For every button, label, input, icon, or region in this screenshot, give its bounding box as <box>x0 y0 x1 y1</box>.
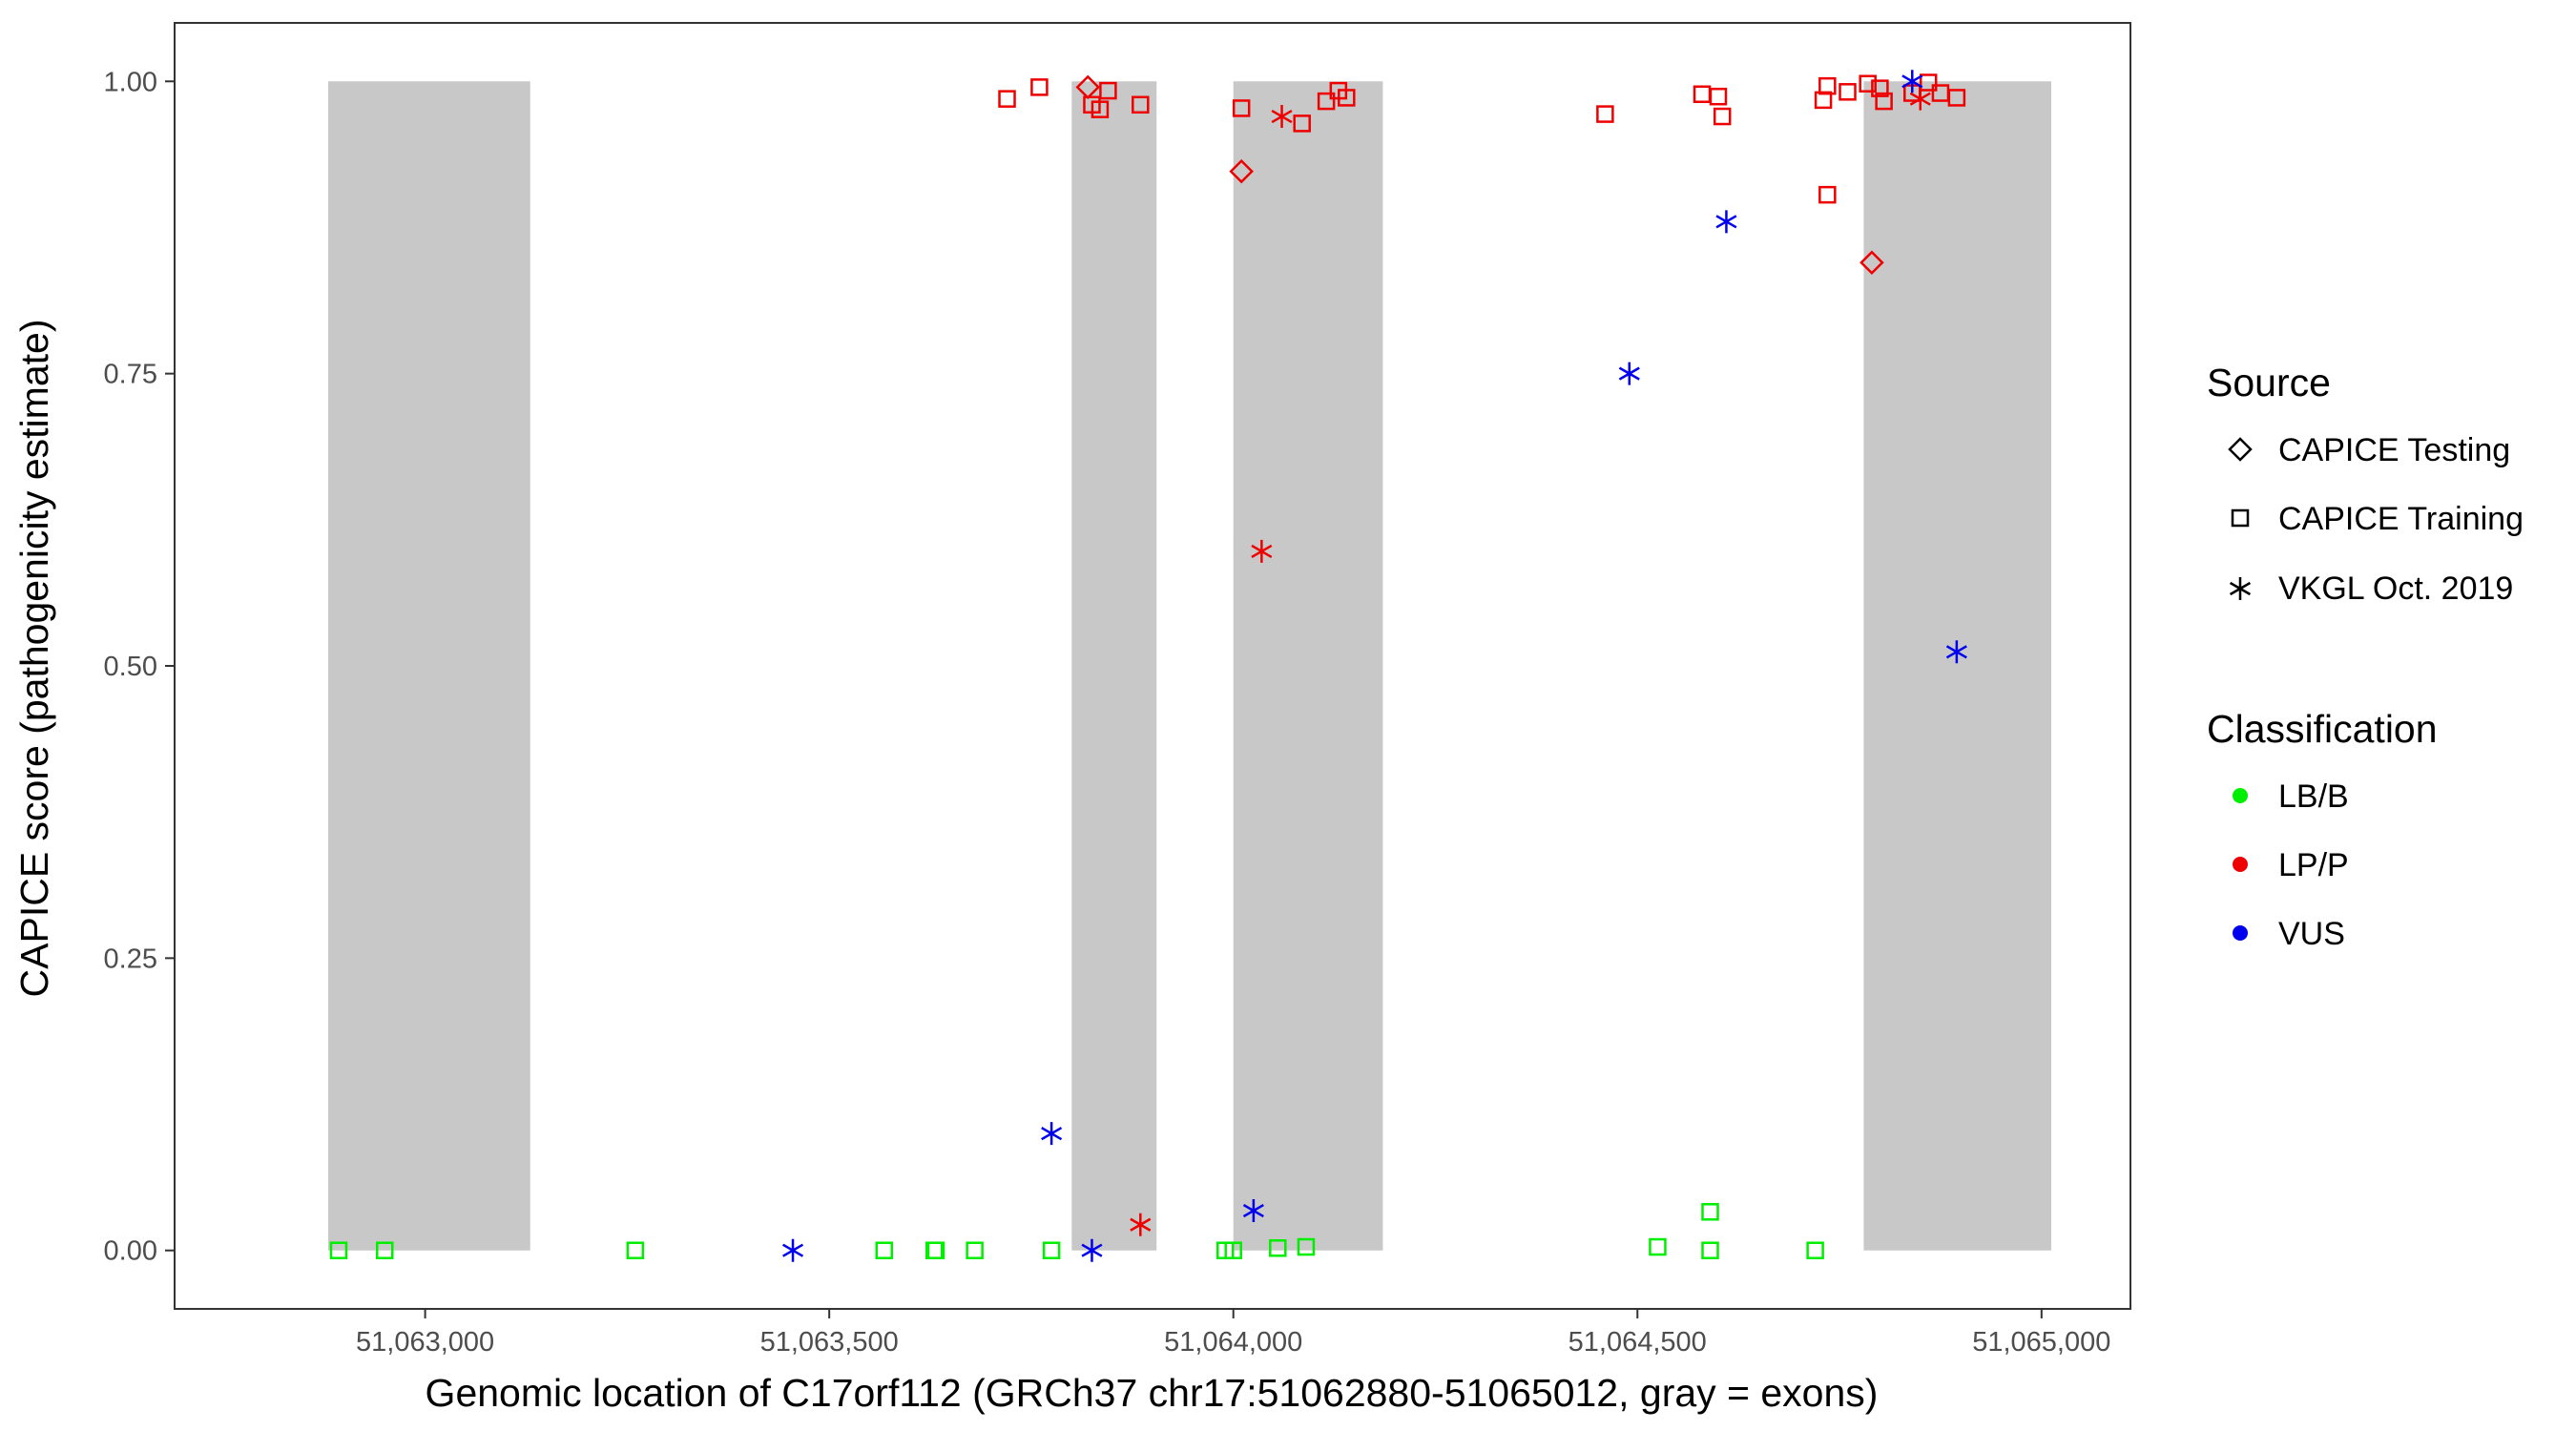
legend-classification-title: Classification <box>2207 707 2438 751</box>
legend-label: VKGL Oct. 2019 <box>2278 570 2513 607</box>
legend-source: Source CAPICE Testing CAPICE Training VK… <box>2207 361 2524 607</box>
asterisk-icon <box>2229 577 2252 600</box>
square-point <box>1596 105 1614 123</box>
legend-item-capice-training: CAPICE Training <box>2231 501 2524 537</box>
x-axis-title: Genomic location of C17orf112 (GRCh37 ch… <box>426 1371 1879 1415</box>
asterisk-point <box>1909 87 1931 111</box>
square-point <box>1839 83 1857 101</box>
square-icon <box>2231 508 2250 528</box>
square-point <box>1042 1241 1061 1259</box>
square-point <box>1649 1237 1667 1256</box>
square-point <box>1091 100 1110 118</box>
x-tick-label: 51,064,000 <box>1164 1327 1302 1358</box>
legend-label: LP/P <box>2278 847 2349 883</box>
asterisk-point <box>1081 1238 1103 1262</box>
square-point <box>1269 1239 1287 1257</box>
exon-band <box>1863 81 2051 1251</box>
square-point <box>1232 99 1251 117</box>
asterisk-point <box>782 1238 804 1262</box>
square-point <box>1030 78 1049 96</box>
square-point <box>1709 87 1728 106</box>
square-point <box>1224 1241 1242 1259</box>
x-tick-label: 51,064,500 <box>1568 1327 1707 1358</box>
legend-label: LB/B <box>2278 778 2349 815</box>
square-point <box>1713 107 1732 126</box>
square-point <box>1806 1241 1824 1259</box>
square-point <box>1099 81 1117 100</box>
y-tick-label: 0.25 <box>104 944 157 974</box>
asterisk-point <box>1715 210 1737 234</box>
diamond-icon <box>2228 437 2253 462</box>
exon-band <box>1233 81 1383 1251</box>
legend-item-vkgl: VKGL Oct. 2019 <box>2229 570 2513 607</box>
dot-icon <box>2233 925 2248 941</box>
y-tick-label: 0.75 <box>104 360 157 390</box>
x-tick-label: 51,065,000 <box>1972 1327 2110 1358</box>
asterisk-point <box>1041 1122 1063 1146</box>
diamond-point <box>1229 158 1254 184</box>
square-point <box>1818 185 1837 204</box>
square-point <box>1701 1241 1719 1259</box>
asterisk-point <box>1251 539 1273 563</box>
square-point <box>1338 89 1356 107</box>
diamond-point <box>1859 250 1884 275</box>
x-tick-label: 51,063,000 <box>356 1327 494 1358</box>
legend-item-capice-testing: CAPICE Testing <box>2228 432 2510 468</box>
legend-source-title: Source <box>2207 361 2331 404</box>
y-axis-title: CAPICE score (pathogenicity estimate) <box>12 320 56 998</box>
diamond-point <box>1075 74 1100 100</box>
square-point <box>1297 1237 1316 1256</box>
square-point <box>875 1241 894 1259</box>
legend-label: CAPICE Training <box>2278 501 2524 537</box>
square-point <box>1871 79 1889 97</box>
y-tick-label: 0.50 <box>104 652 157 682</box>
asterisk-point <box>1130 1213 1152 1236</box>
square-point <box>1875 92 1893 111</box>
exon-band <box>327 81 530 1251</box>
square-point <box>1818 76 1837 95</box>
y-tick-label: 1.00 <box>104 67 157 97</box>
square-point <box>1293 114 1311 133</box>
legend-label: CAPICE Testing <box>2278 432 2510 468</box>
dot-icon <box>2233 788 2248 803</box>
square-point <box>1132 95 1150 114</box>
square-point <box>1919 73 1938 92</box>
asterisk-point <box>1271 105 1293 129</box>
legend-item-vus: VUS <box>2233 916 2345 952</box>
y-tick-label: 0.00 <box>104 1236 157 1267</box>
legend-label: VUS <box>2278 916 2345 952</box>
square-point <box>1947 89 1966 107</box>
asterisk-point <box>1618 362 1640 385</box>
square-point <box>1317 92 1336 111</box>
legend-item-lp-p: LP/P <box>2233 847 2349 883</box>
y-axis: 0.00 0.25 0.50 0.75 1.00 <box>104 67 175 1267</box>
legend-item-lb-b: LB/B <box>2233 778 2349 815</box>
legend-classification: Classification LB/B LP/P VUS <box>2207 707 2438 952</box>
square-point <box>329 1241 348 1259</box>
square-point <box>626 1241 645 1259</box>
square-point <box>998 90 1016 108</box>
asterisk-point <box>1242 1199 1264 1223</box>
asterisk-point <box>1901 70 1923 93</box>
exon-band <box>1071 81 1157 1251</box>
data-points <box>329 70 1967 1262</box>
exon-bands <box>327 81 2051 1251</box>
square-point <box>966 1241 984 1259</box>
asterisk-point <box>1945 640 1967 664</box>
x-axis: 51,063,000 51,063,500 51,064,000 51,064,500… <box>356 1309 2110 1358</box>
dot-icon <box>2233 857 2248 872</box>
square-point <box>1701 1203 1719 1221</box>
x-tick-label: 51,063,500 <box>760 1327 899 1358</box>
square-point <box>1859 74 1877 93</box>
square-point <box>375 1241 394 1259</box>
square-point <box>926 1241 945 1259</box>
square-point <box>1814 91 1833 110</box>
